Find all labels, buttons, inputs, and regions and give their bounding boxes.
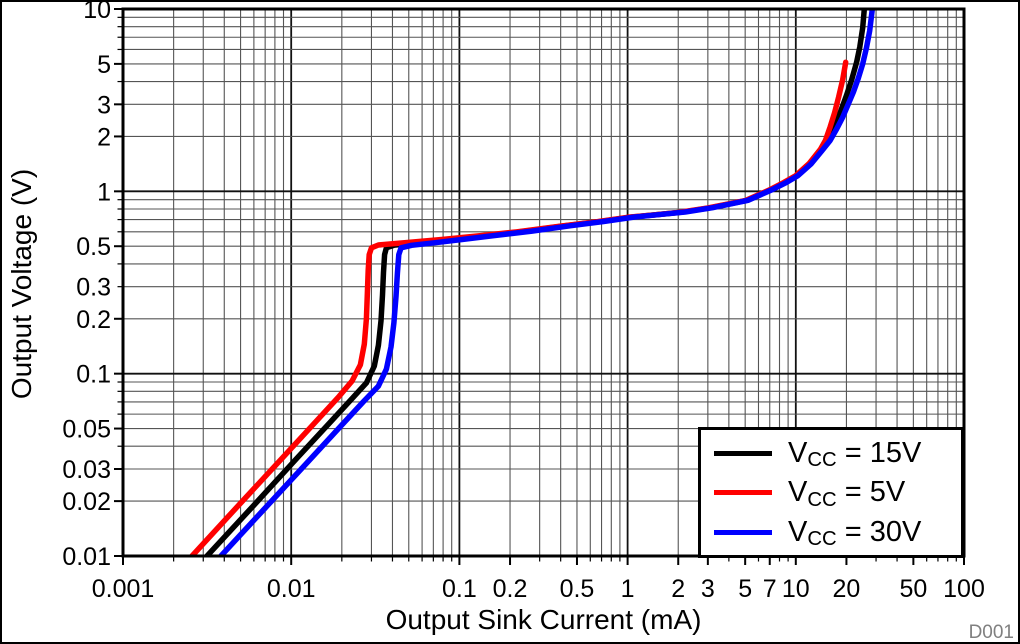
y-tick-label: 0.03 bbox=[62, 456, 111, 484]
y-tick-label: 5 bbox=[97, 51, 111, 79]
y-tick-label: 0.3 bbox=[76, 274, 111, 302]
legend-label-sub: CC bbox=[807, 488, 837, 511]
y-tick-label: 0.2 bbox=[76, 306, 111, 334]
x-tick-label: 0.2 bbox=[493, 575, 528, 603]
x-tick-label: 50 bbox=[899, 575, 927, 603]
x-tick-label: 0.01 bbox=[267, 575, 316, 603]
figure-id-watermark: D001 bbox=[968, 622, 1014, 643]
x-tick-label: 1 bbox=[621, 575, 635, 603]
y-tick-label: 0.01 bbox=[62, 543, 111, 571]
y-tick-label: 2 bbox=[97, 123, 111, 151]
legend-label-rest: = 30V bbox=[836, 515, 922, 548]
curve-vcc-30v bbox=[218, 7, 876, 558]
legend-label-rest: = 15V bbox=[836, 436, 922, 469]
y-axis-title: Output Voltage (V) bbox=[6, 168, 37, 400]
legend-label-main: V bbox=[788, 515, 808, 548]
legend-item-vcc-5v: VCC = 5V bbox=[714, 476, 961, 511]
y-tick-label: 3 bbox=[97, 91, 111, 119]
legend-label-vcc-5v: VCC = 5V bbox=[788, 476, 906, 511]
x-tick-label: 0.5 bbox=[560, 575, 595, 603]
legend-label-sub: CC bbox=[807, 449, 837, 472]
y-tick-label: 1 bbox=[97, 178, 111, 206]
legend-label-sub: CC bbox=[807, 528, 837, 551]
x-tick-label: 0.1 bbox=[442, 575, 477, 603]
x-tick-label: 20 bbox=[833, 575, 861, 603]
y-tick-label: 0.02 bbox=[62, 488, 111, 516]
x-tick-label: 100 bbox=[943, 575, 985, 603]
y-tick-label: 0.5 bbox=[76, 233, 111, 261]
legend-label-main: V bbox=[788, 436, 808, 469]
x-tick-label: 5 bbox=[738, 575, 752, 603]
x-tick-label: 3 bbox=[701, 575, 715, 603]
x-tick-label: 0.001 bbox=[92, 575, 155, 603]
y-tick-label: 0.05 bbox=[62, 416, 111, 444]
legend-label-vcc-30v: VCC = 30V bbox=[788, 515, 922, 551]
legend: VCC = 15V VCC = 5V VCC = 30V bbox=[698, 427, 964, 558]
legend-swatch-vcc-30v bbox=[714, 529, 772, 535]
y-tick-label: 0.1 bbox=[76, 361, 111, 389]
x-tick-label: 10 bbox=[782, 575, 810, 603]
legend-label-rest: = 5V bbox=[836, 476, 906, 508]
legend-item-vcc-30v: VCC = 30V bbox=[714, 515, 961, 551]
legend-label-main: V bbox=[788, 476, 808, 508]
plot-frame bbox=[121, 7, 966, 558]
legend-swatch-vcc-5v bbox=[714, 490, 772, 495]
legend-swatch-vcc-15v bbox=[714, 450, 772, 456]
y-tick-label: 10 bbox=[83, 2, 111, 24]
legend-label-vcc-15v: VCC = 15V bbox=[788, 436, 922, 472]
x-tick-label: 2 bbox=[671, 575, 685, 603]
legend-item-vcc-15v: VCC = 15V bbox=[714, 436, 961, 472]
x-axis-title: Output Sink Current (mA) bbox=[385, 604, 702, 635]
x-tick-label: 7 bbox=[763, 575, 777, 603]
